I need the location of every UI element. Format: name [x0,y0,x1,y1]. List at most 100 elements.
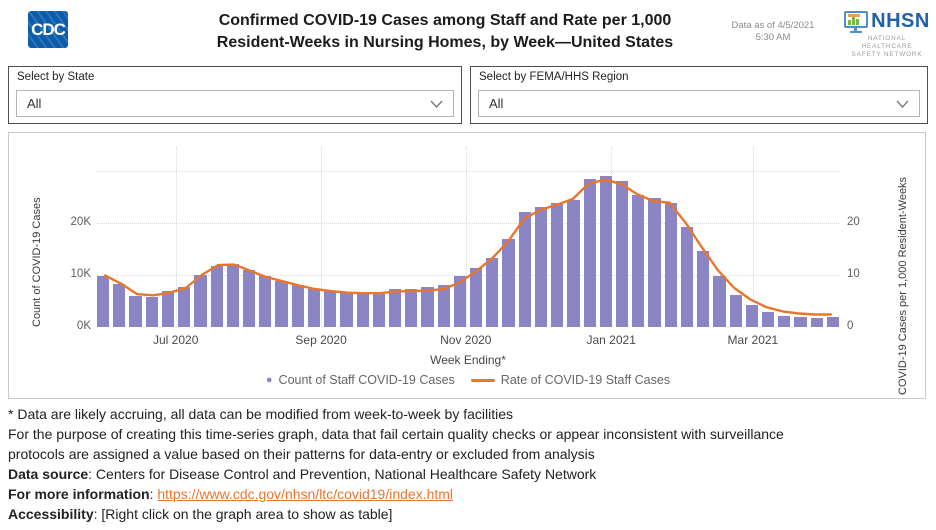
bar[interactable] [810,318,823,327]
bar[interactable] [97,275,110,327]
state-filter-dropdown[interactable]: All [16,90,454,117]
bar-series[interactable] [97,147,840,327]
y-axis-tick-label: 0K [76,320,91,332]
bar[interactable] [583,178,596,327]
chart-panel[interactable]: Count of COVID-19 Cases COVID-19 Cases p… [8,132,926,399]
monitor-chart-icon [844,10,869,33]
gridline [97,223,839,224]
bar[interactable] [324,291,337,327]
bar[interactable] [664,203,677,327]
x-axis-tick-label: Sep 2020 [295,333,347,347]
bar[interactable] [826,316,840,327]
bar[interactable] [129,295,142,327]
x-axis-tick-label: Nov 2020 [440,333,492,347]
bar[interactable] [356,291,369,327]
y-axis-title-right: COVID-19 Cases per 1,000 Resident-Weeks [897,176,909,395]
bar[interactable] [729,294,742,327]
state-filter-panel: Select by State All [8,66,462,124]
region-filter-panel: Select by FEMA/HHS Region All [470,66,928,124]
bar[interactable] [145,296,158,327]
bar[interactable] [226,264,239,327]
legend-line-icon [470,378,495,382]
data-as-of-date: Data as of 4/5/2021 [731,20,815,31]
bar[interactable] [534,207,548,327]
bar[interactable] [259,276,272,327]
footnote-more-info: For more information: https://www.cdc.go… [8,486,454,502]
nhsn-logo: NHSN NATIONAL HEALTHCARE SAFETY NETWORK [843,10,931,59]
x-axis-tick-label: Jan 2021 [586,333,636,347]
bar[interactable] [291,284,304,327]
bar[interactable] [616,180,629,327]
bar[interactable] [372,292,385,327]
footnote-accessibility: Accessibility: [Right click on the graph… [8,506,393,522]
bar[interactable] [194,274,207,327]
bar[interactable] [388,288,402,327]
chevron-down-icon[interactable] [896,100,909,108]
cdc-logo: CDC [28,11,68,48]
bar[interactable] [178,286,191,327]
bar[interactable] [113,284,126,327]
gridline [321,147,323,327]
gridline [465,147,467,327]
bar[interactable] [648,197,661,327]
bar[interactable] [632,195,645,327]
bar[interactable] [275,281,288,327]
bar[interactable] [242,269,256,327]
cdc-logo-text: CDC [31,19,66,39]
chart-legend: ● Count of Staff COVID-19 Cases Rate of … [9,373,927,387]
y-axis-tick-label: 20 [847,216,860,228]
x-axis-tick-label: Mar 2021 [727,333,779,347]
footnote-quality-2: protocols are assigned a value based on … [8,446,595,462]
footnote-quality-1: For the purpose of creating this time-se… [8,426,784,442]
footnotes: * Data are likely accruing, all data can… [8,404,930,524]
data-as-of: Data as of 4/5/2021 5:30 AM [718,20,828,44]
state-filter-label: Select by State [17,71,95,83]
x-axis-tick-label: Jul 2020 [153,333,199,347]
bar[interactable] [599,176,612,327]
gridline [752,147,754,327]
page-title: Confirmed COVID-19 Cases among Staff and… [170,10,720,54]
footnote-data-source: Data source: Centers for Disease Control… [8,466,597,482]
region-filter-dropdown[interactable]: All [478,90,920,117]
data-as-of-time: 5:30 AM [755,32,791,43]
bar[interactable] [551,203,564,327]
page-title-line1: Confirmed COVID-19 Cases among Staff and… [218,12,672,29]
more-info-link[interactable]: https://www.cdc.gov/nhsn/ltc/covid19/ind… [157,486,454,502]
y-axis-tick-label: 10 [847,268,860,280]
bar[interactable] [453,275,467,327]
bar[interactable] [697,250,710,327]
bar[interactable] [340,292,353,327]
bar[interactable] [745,305,758,327]
gridline [175,147,177,327]
bar[interactable] [161,291,175,327]
bar[interactable] [794,317,807,327]
bar[interactable] [502,239,515,327]
bar[interactable] [470,267,483,327]
region-filter-label: Select by FEMA/HHS Region [479,71,629,83]
bar[interactable] [778,315,791,327]
gridline [97,170,839,172]
plot-area[interactable] [97,147,840,327]
bar[interactable] [210,265,223,327]
bar[interactable] [680,227,694,327]
legend-label-count: Count of Staff COVID-19 Cases [278,373,455,387]
state-filter-value: All [27,96,42,111]
bar[interactable] [713,276,726,327]
bar[interactable] [437,285,450,327]
page-title-line2: Resident-Weeks in Nursing Homes, by Week… [216,34,674,51]
bar[interactable] [307,288,321,327]
nhsn-caption: NATIONAL HEALTHCARE SAFETY NETWORK [851,35,923,58]
bar[interactable] [567,200,580,327]
chevron-down-icon[interactable] [430,100,443,108]
x-axis-title: Week Ending* [430,353,506,367]
y-axis-title-left: Count of COVID-19 Cases [31,197,43,327]
bar[interactable] [421,286,434,327]
bar[interactable] [405,289,418,327]
bar[interactable] [486,257,499,327]
y-axis-tick-label: 10K [70,268,91,280]
region-filter-value: All [489,96,504,111]
bar[interactable] [761,312,775,327]
bar[interactable] [518,212,531,327]
y-axis-tick-label: 20K [70,216,91,228]
